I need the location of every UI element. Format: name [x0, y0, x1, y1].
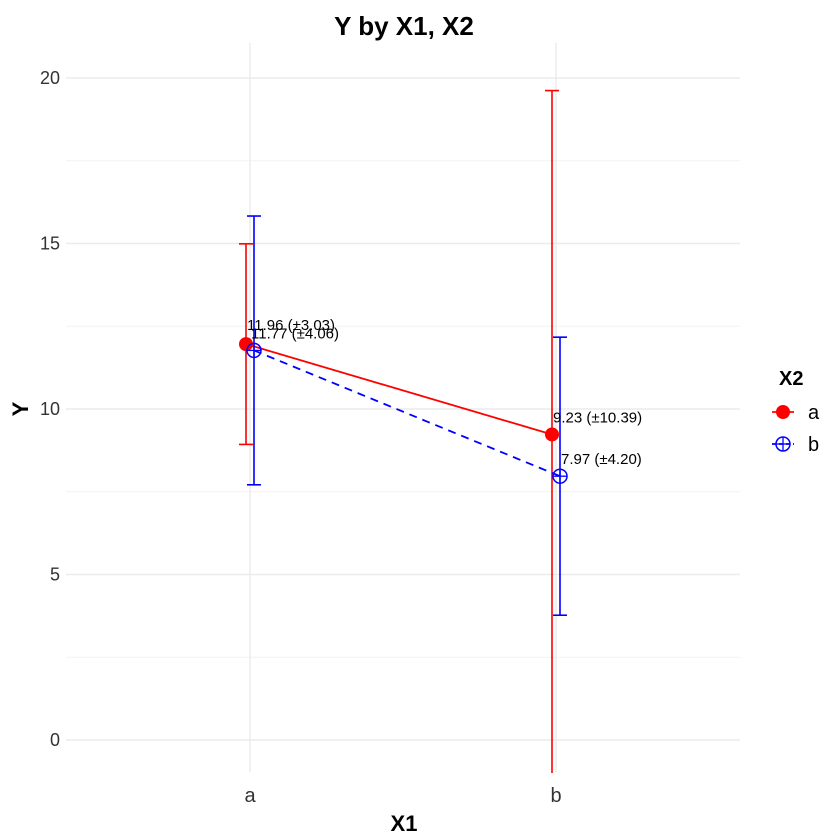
- legend: X2 ab: [772, 368, 820, 456]
- y-tick-label: 20: [40, 68, 60, 88]
- y-tick-labels: 0 5 10 15 20: [40, 68, 60, 750]
- series-line: [253, 349, 561, 478]
- legend-item-b: b: [772, 434, 819, 456]
- x-tick-label: b: [550, 785, 561, 807]
- series-line: [245, 343, 553, 436]
- x-tick-label: a: [244, 785, 256, 807]
- legend-key-marker: [776, 405, 790, 419]
- grid: [66, 43, 740, 772]
- data-label-layer: 11.96 (±3.03) 9.23 (±10.39) 11.77 (±4.06) 7…: [247, 317, 642, 468]
- legend-item-label: b: [808, 434, 819, 456]
- data-point: [552, 468, 568, 484]
- legend-item-label: a: [808, 402, 820, 424]
- data-point: [246, 342, 262, 359]
- y-tick-label: 10: [40, 399, 60, 419]
- data-label: 11.96 (±3.03): [247, 317, 335, 334]
- y-tick-label: 0: [50, 730, 60, 750]
- legend-item-a: a: [772, 402, 820, 424]
- data-point: [545, 427, 559, 442]
- series-a: [239, 89, 559, 773]
- legend-title: X2: [779, 368, 803, 390]
- data-label: 9.23 (±10.39): [553, 409, 642, 426]
- y-tick-label: 5: [50, 565, 60, 585]
- y-axis-label: Y: [8, 401, 33, 416]
- data-label: 7.97 (±4.20): [561, 451, 642, 468]
- data-label: 11.77 (±4.06): [251, 325, 339, 342]
- x-axis-label: X1: [391, 811, 418, 836]
- y-tick-label: 15: [40, 234, 60, 254]
- series-layer: [239, 89, 568, 773]
- chart-title: Y by X1, X2: [334, 11, 474, 41]
- series-b: [246, 215, 568, 617]
- data-point: [239, 337, 253, 352]
